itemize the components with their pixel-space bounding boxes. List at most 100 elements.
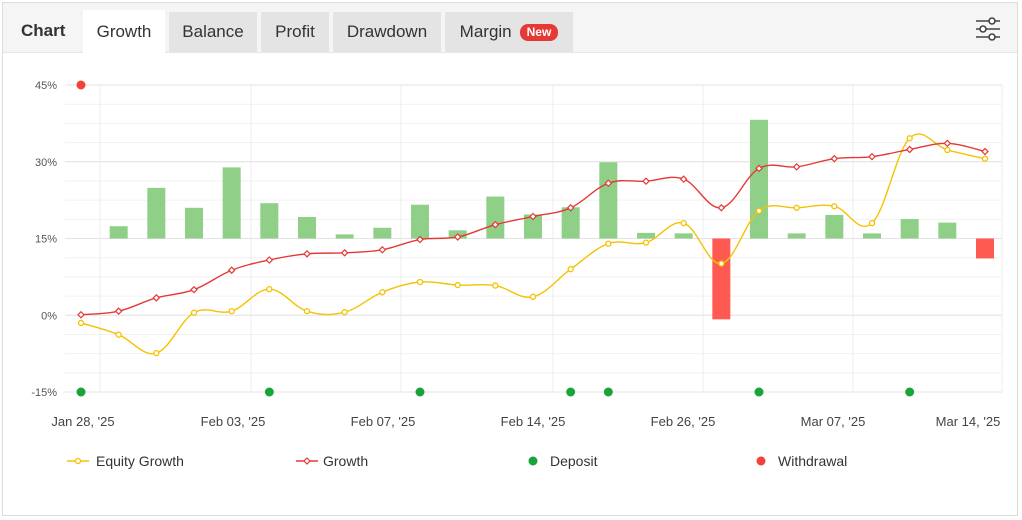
bar <box>260 203 279 239</box>
growth-point <box>868 152 876 161</box>
deposit-point <box>754 387 764 397</box>
x-tick-label: Jan 28, '25 <box>51 414 114 429</box>
bar <box>524 214 542 239</box>
bar <box>938 222 957 239</box>
growth-point <box>227 266 236 275</box>
equity-point <box>944 146 951 154</box>
tab-growth[interactable]: Growth <box>83 10 165 53</box>
withdrawal-point <box>76 80 86 90</box>
tab-bar: Chart Growth Balance Profit Drawdown Mar… <box>3 3 1017 53</box>
legend-deposit-marker <box>528 456 538 466</box>
tab-drawdown[interactable]: Drawdown <box>333 12 441 52</box>
growth-point <box>566 203 575 212</box>
equity-point <box>266 286 273 293</box>
bar <box>900 219 919 239</box>
equity-point <box>416 278 424 286</box>
bar <box>147 187 166 239</box>
equity-point <box>793 204 800 211</box>
bar <box>637 232 655 239</box>
bar <box>185 207 203 239</box>
y-tick-label: 30% <box>35 157 57 169</box>
deposit-point <box>415 387 425 397</box>
growth-point <box>378 245 387 254</box>
growth-point <box>453 233 462 241</box>
bar <box>976 238 994 259</box>
growth-point <box>77 310 85 319</box>
legend-growth: Growth <box>323 453 368 469</box>
y-tick-label: 0% <box>41 310 57 322</box>
bar <box>825 214 844 239</box>
tab-profit-label: Profit <box>275 22 315 41</box>
equity-point <box>605 240 612 247</box>
equity-point <box>831 203 838 210</box>
equity-point <box>341 309 348 316</box>
growth-point <box>792 163 801 171</box>
equity-point <box>718 260 725 267</box>
legend-growth-marker <box>303 457 311 465</box>
y-tick-label: 45% <box>35 80 57 92</box>
legend-deposit: Deposit <box>550 453 598 469</box>
legend-withdrawal: Withdrawal <box>778 453 847 469</box>
bar <box>109 226 128 239</box>
equity-point <box>567 266 574 273</box>
bar <box>298 217 316 239</box>
bar <box>787 233 806 239</box>
equity-point <box>755 207 763 215</box>
growth-point <box>604 179 613 188</box>
deposit-point <box>264 387 274 397</box>
growth-point <box>529 212 537 221</box>
growth-point <box>114 307 123 316</box>
equity-point <box>492 282 499 289</box>
growth-point <box>491 220 500 229</box>
bar <box>750 119 768 239</box>
bar <box>712 238 731 320</box>
y-tick-label: -15% <box>31 387 57 399</box>
bar <box>335 234 354 239</box>
tab-margin[interactable]: Margin New <box>445 12 573 52</box>
bar <box>486 196 505 239</box>
growth-point <box>416 235 424 244</box>
tab-drawdown-label: Drawdown <box>346 22 428 41</box>
legend-equity-growth: Equity Growth <box>96 453 184 469</box>
equity-growth-line <box>80 133 986 355</box>
equity-point <box>454 281 461 289</box>
equity-point <box>906 135 913 142</box>
bar <box>373 227 392 239</box>
tab-balance[interactable]: Balance <box>169 12 257 52</box>
equity-point <box>680 219 687 227</box>
tab-profit[interactable]: Profit <box>261 12 329 52</box>
growth-point <box>905 145 914 154</box>
growth-point <box>265 256 274 264</box>
y-tick-label: 15% <box>35 234 57 246</box>
legend-equity-marker <box>74 457 82 465</box>
growth-point <box>755 164 763 173</box>
growth-point <box>943 139 952 148</box>
bar <box>561 207 580 239</box>
bar <box>863 233 881 239</box>
equity-point <box>868 219 876 227</box>
x-tick-label: Feb 14, '25 <box>501 414 566 429</box>
x-tick-label: Feb 26, '25 <box>651 414 716 429</box>
equity-point <box>153 349 160 357</box>
bar <box>222 167 241 239</box>
growth-point <box>981 147 989 156</box>
equity-point <box>379 289 386 296</box>
x-tick-label: Mar 07, '25 <box>801 414 866 429</box>
x-tick-label: Feb 07, '25 <box>351 414 416 429</box>
growth-point <box>717 203 726 212</box>
tab-margin-label: Margin <box>459 22 512 41</box>
equity-point <box>303 308 311 315</box>
sliders-icon[interactable] <box>975 17 1001 41</box>
equity-point <box>77 319 85 327</box>
bar <box>411 204 429 239</box>
growth-point <box>830 154 839 163</box>
equity-point <box>529 293 537 300</box>
equity-point <box>642 239 650 246</box>
growth-point <box>642 177 650 186</box>
x-tick-label: Feb 03, '25 <box>201 414 266 429</box>
growth-point <box>340 248 349 257</box>
equity-point <box>981 155 989 162</box>
bar <box>599 162 618 239</box>
